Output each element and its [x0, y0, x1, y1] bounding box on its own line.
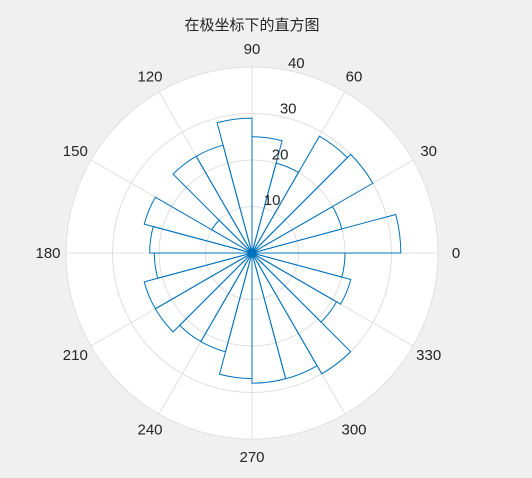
chart-title: 在极坐标下的直方图: [184, 16, 319, 34]
histogram-bar: [251, 213, 402, 254]
angle-tick-label: 330: [416, 347, 441, 364]
angle-tick-label: 0: [452, 245, 460, 262]
angle-tick-label: 120: [137, 68, 162, 85]
angle-tick-label: 90: [244, 41, 261, 58]
histogram-bar: [251, 252, 346, 278]
angle-tick-label: 30: [420, 143, 437, 160]
angle-tick-label: 300: [341, 422, 366, 439]
angle-tick-label: 60: [346, 68, 363, 85]
angle-tick-label: 180: [35, 245, 60, 262]
histogram-bars: [143, 117, 402, 384]
histogram-bar: [251, 252, 352, 305]
angle-tick-label: 270: [239, 449, 264, 466]
radius-tick-label: 20: [272, 146, 289, 163]
angle-tick-label: 150: [63, 143, 88, 160]
angle-tick-label: 240: [137, 422, 162, 439]
histogram-bar: [172, 155, 253, 254]
histogram-bar: [154, 252, 253, 333]
angle-tick-label: 210: [63, 347, 88, 364]
histogram-bar: [143, 196, 253, 254]
radius-tick-label: 10: [264, 192, 281, 209]
radius-tick-label: 30: [280, 101, 297, 118]
histogram-bar: [251, 252, 352, 375]
histogram-bar: [216, 117, 253, 254]
histogram-bar: [251, 153, 374, 254]
angle-tick-labels: 0 30 60 90 120 150 180 210 240 270 300 330: [35, 41, 460, 466]
radius-tick-labels: 10 20 30 40: [264, 55, 305, 209]
histogram-bar: [251, 135, 349, 254]
histogram-bar: [149, 225, 253, 254]
radius-tick-label: 40: [288, 55, 305, 72]
